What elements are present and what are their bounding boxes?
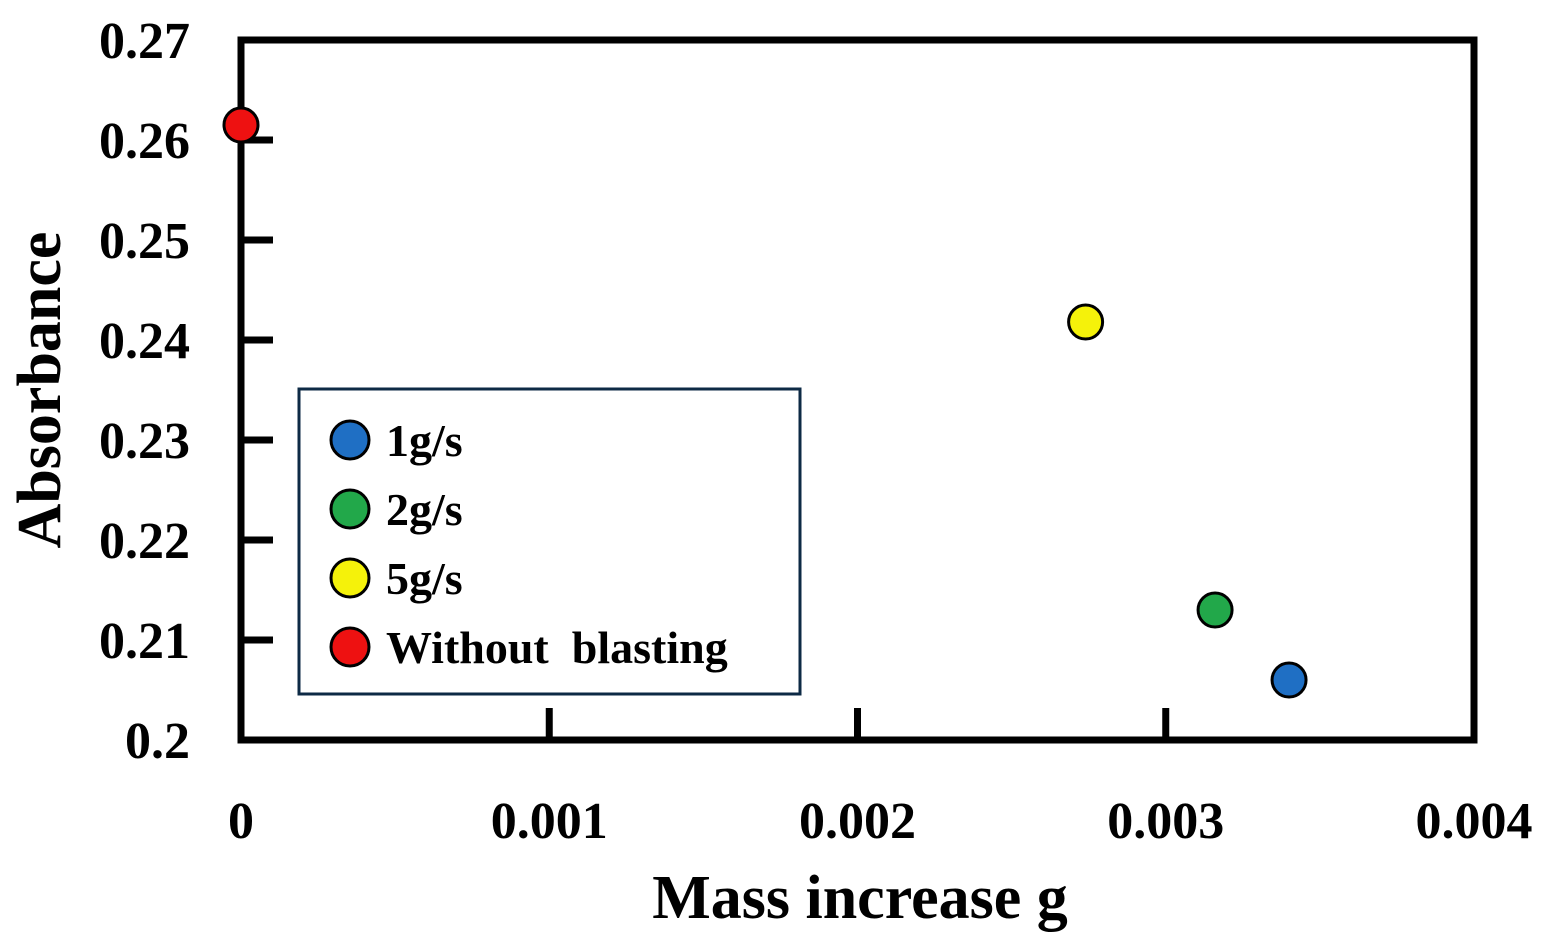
x-tick-label: 0.004 — [1416, 793, 1533, 850]
legend-marker — [329, 626, 371, 668]
y-axis-title: Absorbance — [6, 232, 74, 549]
data-point-without-blasting — [222, 106, 260, 144]
y-tick-label: 0.24 — [99, 313, 190, 370]
y-tick-label: 0.21 — [99, 613, 190, 670]
x-tick-label: 0.003 — [1107, 793, 1224, 850]
data-point-2g-s — [1196, 591, 1234, 629]
x-tick-label: 0.002 — [799, 793, 916, 850]
y-tick-label: 0.23 — [99, 413, 190, 470]
data-point-5g-s — [1067, 303, 1105, 341]
legend-box — [297, 387, 802, 696]
legend-marker — [329, 488, 371, 530]
x-axis-title: Mass increase g — [652, 864, 1068, 932]
legend-label: 5g/s — [386, 553, 463, 604]
legend-marker — [329, 557, 371, 599]
y-tick-label: 0.27 — [99, 13, 190, 70]
legend-label: 2g/s — [386, 484, 463, 535]
legend-label: 1g/s — [386, 415, 463, 466]
legend: 1g/s 2g/s 5g/s Without blasting — [297, 387, 802, 696]
y-tick-label: 0.22 — [99, 513, 190, 570]
x-tick-label: 0.001 — [491, 793, 608, 850]
legend-label: Without blasting — [386, 622, 728, 673]
y-tick-label: 0.2 — [125, 713, 190, 770]
x-tick-label: 0 — [228, 793, 254, 850]
data-point-1g-s — [1270, 661, 1308, 699]
y-tick-label: 0.25 — [99, 213, 190, 270]
y-tick-label: 0.26 — [99, 113, 190, 170]
legend-marker — [329, 419, 371, 461]
